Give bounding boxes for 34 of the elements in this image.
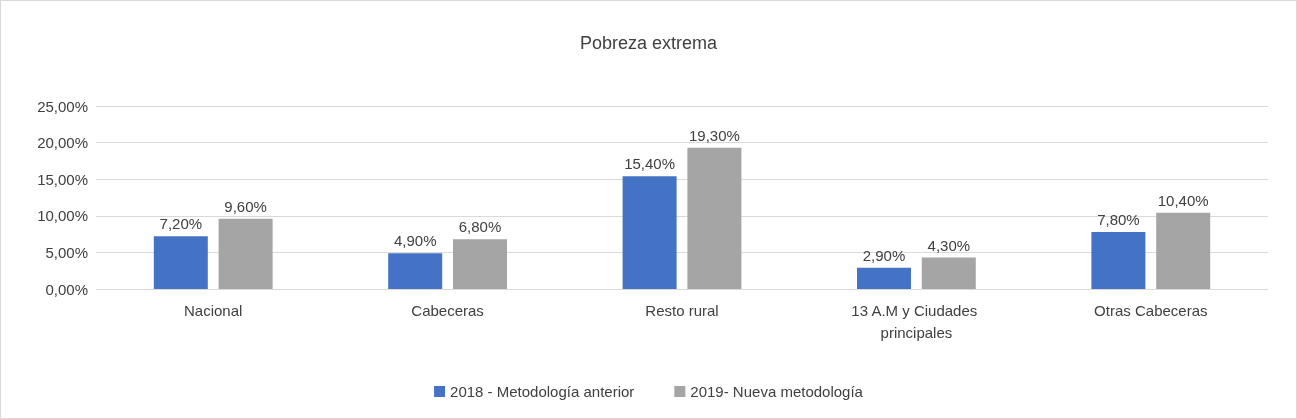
bar — [388, 253, 443, 289]
chart-title: Pobreza extrema — [579, 33, 719, 53]
legend-label: 2019- Nueva metodología — [690, 383, 864, 400]
y-tick-label: 15,00% — [37, 170, 88, 188]
y-tick-label: 5,00% — [45, 243, 88, 261]
x-tick-label: Cabeceras — [411, 301, 484, 319]
data-label: 4,30% — [927, 236, 971, 254]
y-tick-label: 0,00% — [45, 280, 88, 298]
data-label: 6,80% — [458, 218, 502, 236]
x-tick-label: Nacional — [184, 301, 243, 319]
bar — [1091, 231, 1146, 289]
data-label: 2,90% — [862, 246, 906, 264]
data-label: 4,90% — [393, 232, 437, 250]
bar — [453, 239, 507, 289]
legend-label: 2018 - Metodología anterior — [450, 383, 635, 400]
bar — [921, 257, 976, 289]
bar — [687, 147, 742, 289]
bar — [153, 236, 208, 289]
bar — [218, 218, 273, 289]
y-tick-label: 10,00% — [37, 207, 88, 225]
data-label: 7,80% — [1097, 210, 1140, 228]
x-tick-label: Otras Cabeceras — [1094, 301, 1208, 319]
y-tick-label: 20,00% — [37, 134, 88, 152]
x-tick-label: Resto rural — [645, 301, 719, 319]
data-label: 9,60% — [224, 197, 267, 215]
x-tick-label: 13 A.M y Ciudades principales — [851, 301, 982, 341]
data-label: 10,40% — [1157, 191, 1209, 209]
bar — [622, 176, 677, 289]
data-label: 15,40% — [624, 155, 676, 173]
data-label: 7,20% — [159, 215, 203, 233]
data-label: 19,30% — [688, 126, 740, 144]
y-tick-label: 25,00% — [37, 97, 88, 115]
bar — [857, 267, 911, 289]
bar — [1156, 212, 1211, 289]
